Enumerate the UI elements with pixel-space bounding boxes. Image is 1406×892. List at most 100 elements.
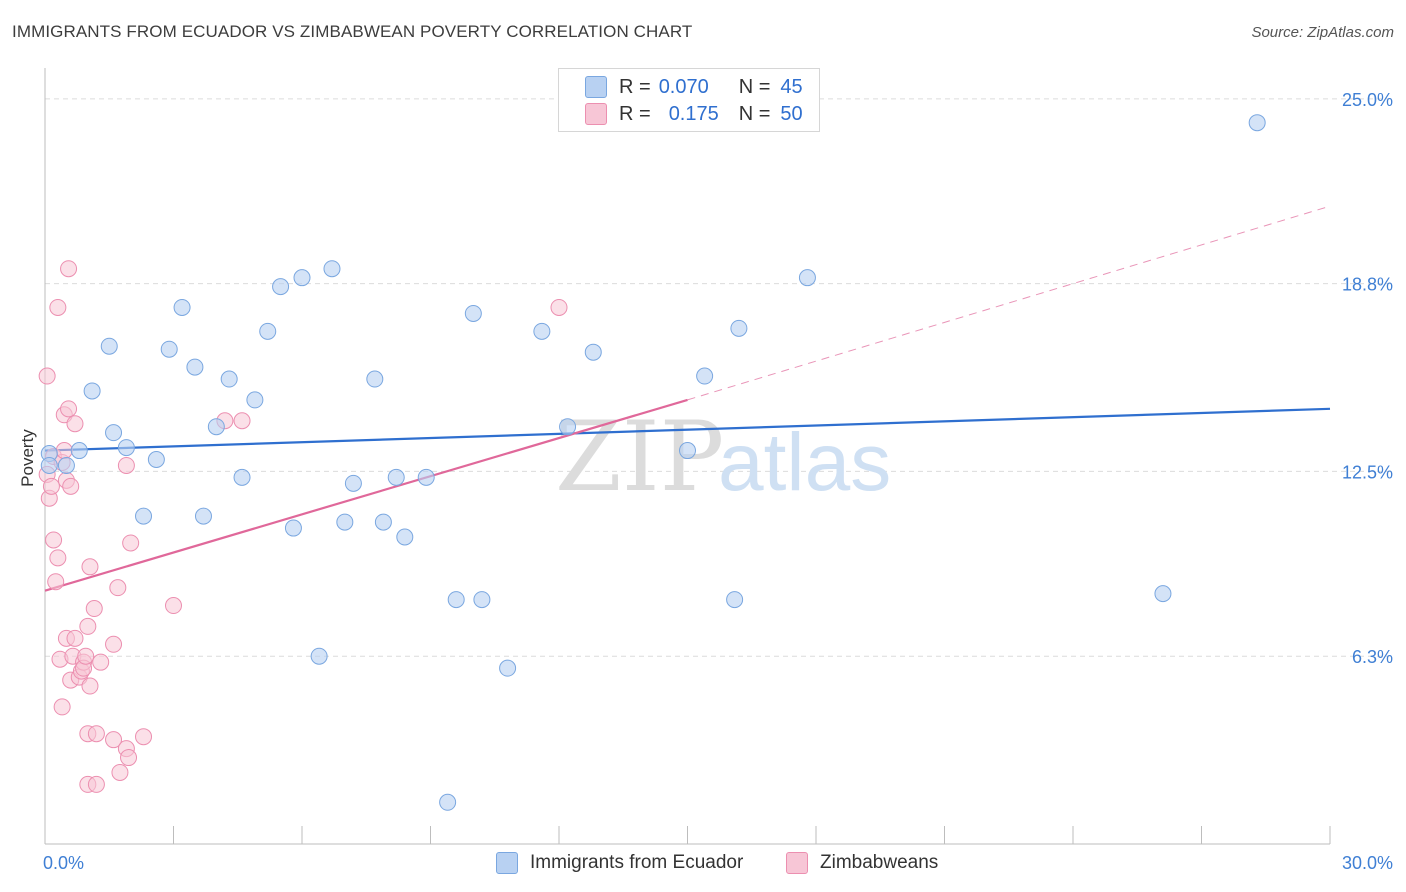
ecuador-point <box>220 370 238 388</box>
ecuador-point <box>344 474 362 492</box>
chart-title: IMMIGRANTS FROM ECUADOR VS ZIMBABWEAN PO… <box>12 22 693 41</box>
zimbabwe-point <box>81 677 99 695</box>
zimbabwe-point <box>55 442 73 460</box>
series-legend: Immigrants from Ecuador Zimbabweans <box>0 850 1406 880</box>
legend-swatch-ecuador <box>585 76 607 98</box>
legend-swatch-zimbabwe <box>585 103 607 125</box>
series-swatch-ecuador <box>496 852 518 874</box>
ecuador-point <box>798 269 816 287</box>
legend-r-value: 0.070 <box>658 75 709 98</box>
ecuador-point <box>559 418 577 436</box>
x-tick-label: 30.0% <box>1342 853 1393 873</box>
watermark-atlas: atlas <box>718 417 891 508</box>
legend-row-ecuador: R = 0.070 N = 45 <box>585 75 803 99</box>
y-axis-label: Poverty <box>18 429 37 487</box>
zimbabwe-point <box>120 749 138 767</box>
ecuador-point <box>533 322 551 340</box>
zimbabwe-point <box>60 400 78 418</box>
zimbabwe-point <box>87 775 105 793</box>
ecuador-point <box>207 418 225 436</box>
ecuador-point <box>726 591 744 609</box>
zimbabwe-point <box>66 415 84 433</box>
ecuador-point <box>1248 114 1266 132</box>
zimbabwe-point <box>165 597 182 615</box>
y-tick-label: 18.8% <box>1342 275 1393 295</box>
ecuador-point <box>696 367 714 385</box>
zimbabwe-point <box>111 763 129 781</box>
zimbabwe-point <box>233 412 251 430</box>
zimbabwe-point <box>77 647 95 665</box>
legend-r-value: 0.175 <box>668 102 719 125</box>
zimbabwe-point <box>42 477 60 495</box>
points-layer <box>38 114 1266 811</box>
zimbabwe-point <box>122 534 140 552</box>
ecuador-point <box>57 456 75 474</box>
series-legend-zimbabwe[interactable]: Zimbabweans <box>786 852 938 874</box>
ecuador-point <box>323 260 341 278</box>
ecuador-point <box>246 391 264 409</box>
y-tick-label: 6.3% <box>1352 647 1393 667</box>
ecuador-point <box>366 370 384 388</box>
x-tick-label: 0.0% <box>43 853 84 873</box>
ecuador-point <box>173 298 191 316</box>
ecuador-point <box>417 468 435 486</box>
ecuador-point <box>105 424 123 442</box>
zimbabwe-point <box>60 260 78 278</box>
zimbabwe-point <box>87 725 105 743</box>
series-swatch-zimbabwe <box>786 852 808 874</box>
ecuador-point <box>233 468 251 486</box>
zimbabwe-point <box>62 477 80 495</box>
ecuador-point <box>396 528 414 546</box>
ecuador-point <box>272 278 290 296</box>
y-tick-label: 25.0% <box>1342 90 1393 110</box>
series-legend-ecuador[interactable]: Immigrants from Ecuador <box>496 852 743 874</box>
zimbabwe-point <box>105 635 123 653</box>
zimbabwe-point <box>66 629 84 647</box>
legend-n-label: N = <box>738 102 771 125</box>
zimbabwe-point <box>109 579 127 597</box>
ecuador-point <box>83 382 101 400</box>
ecuador-point <box>473 591 491 609</box>
ecuador-point <box>584 343 602 361</box>
ecuador-point <box>147 451 165 468</box>
chart-source: Source: ZipAtlas.com <box>1251 24 1394 41</box>
series-label-ecuador: Immigrants from Ecuador <box>530 852 744 873</box>
ecuador-point <box>387 468 405 486</box>
label-layer: 6.3% 12.5% 18.8% 25.0% 0.0% 30.0% Poverty <box>18 90 1393 873</box>
ecuador-point <box>310 647 328 665</box>
ecuador-point <box>284 519 302 537</box>
grid-layer <box>45 98 1392 657</box>
zimbabwe-point <box>49 549 67 567</box>
ecuador-point <box>117 439 135 457</box>
ecuador-point <box>100 337 118 355</box>
zimbabwe-trend-extension <box>687 205 1331 401</box>
zimbabwe-point <box>81 558 99 576</box>
zimbabwe-point <box>47 573 65 591</box>
ecuador-point <box>447 591 465 609</box>
ecuador-point <box>730 319 748 337</box>
legend-r-label: R = <box>619 102 651 125</box>
ecuador-point <box>439 793 457 811</box>
ecuador-point <box>293 269 311 287</box>
series-label-zimbabwe: Zimbabweans <box>820 852 939 873</box>
ecuador-trend-line <box>44 407 1331 452</box>
trend-layer <box>44 205 1331 592</box>
ecuador-point <box>336 513 354 531</box>
legend-n-label: N = <box>738 75 771 98</box>
ecuador-point <box>186 358 204 376</box>
legend-n-value: 45 <box>780 75 803 98</box>
ecuador-point <box>499 659 517 677</box>
zimbabwe-point <box>53 698 71 716</box>
zimbabwe-point <box>85 600 103 618</box>
ecuador-point <box>194 507 212 525</box>
zimbabwe-point <box>135 728 153 746</box>
zimbabwe-point <box>105 731 123 749</box>
ecuador-point <box>70 442 88 460</box>
zimbabwe-point <box>117 456 135 474</box>
y-tick-label: 12.5% <box>1342 462 1393 482</box>
zimbabwe-point <box>45 531 63 549</box>
ecuador-point <box>1154 585 1172 603</box>
ecuador-point <box>374 513 392 531</box>
ecuador-point <box>259 322 277 340</box>
